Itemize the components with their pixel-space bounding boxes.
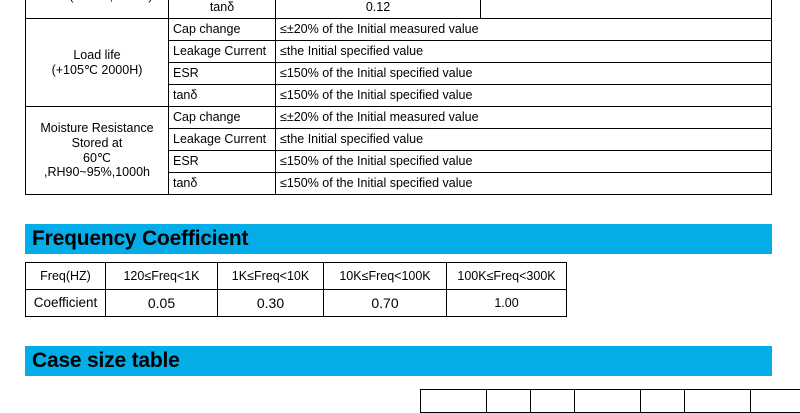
case-size-cell — [641, 390, 685, 413]
specification-table: tanδ (120Hz,+20℃) R.V 6.3~25 tanδ 0.12 L… — [25, 0, 772, 195]
frequency-coefficient-table-container: Freq(HZ) 120≤Freq<1K 1K≤Freq<10K 10K≤Fre… — [25, 262, 567, 317]
table-row: Moisture Resistance Stored at 60℃ ,RH90~… — [26, 107, 772, 129]
spec-value-leakage-current: ≤the Initial specified value — [276, 41, 772, 63]
section-title-case-size-table: Case size table — [25, 349, 180, 373]
case-size-cell — [487, 390, 531, 413]
freq-range-1: 120≤Freq<1K — [106, 263, 218, 290]
spec-item-tand: tanδ — [169, 0, 276, 19]
table-row: Coefficient 0.05 0.30 0.70 1.00 — [26, 290, 567, 317]
freq-coefficient-3: 0.70 — [324, 290, 447, 317]
spec-item-cap-change-moisture: Cap change — [169, 107, 276, 129]
section-title-frequency-coefficient: Frequency Coefficient — [25, 227, 248, 251]
spec-parameter-moisture-line1: Moisture Resistance — [30, 121, 164, 136]
spec-item-cap-change: Cap change — [169, 19, 276, 41]
freq-range-4: 100K≤Freq<300K — [447, 263, 567, 290]
freq-range-3: 10K≤Freq<100K — [324, 263, 447, 290]
table-row: Freq(HZ) 120≤Freq<1K 1K≤Freq<10K 10K≤Fre… — [26, 263, 567, 290]
spec-item-leakage-current: Leakage Current — [169, 41, 276, 63]
spec-value-tand: 0.12 — [276, 0, 481, 19]
case-size-cell — [421, 390, 487, 413]
freq-coefficient-2: 0.30 — [218, 290, 324, 317]
spec-item-esr: ESR — [169, 63, 276, 85]
spec-parameter-moisture-line4: ,RH90~95%,1000h — [30, 165, 164, 180]
case-size-table-container — [420, 389, 772, 413]
spec-value-cap-change: ≤±20% of the Initial measured value — [276, 19, 772, 41]
freq-value-label: Coefficient — [26, 290, 106, 317]
spec-parameter-load-life: Load life (+105℃ 2000H) — [26, 19, 169, 107]
spec-parameter-moisture-line3: 60℃ — [30, 151, 164, 166]
spec-parameter-load-life-line1: Load life — [30, 48, 164, 63]
spec-value-esr-moisture: ≤150% of the Initial specified value — [276, 151, 772, 173]
case-size-table — [420, 389, 800, 413]
spec-value-tand-loadlife: ≤150% of the Initial specified value — [276, 85, 772, 107]
spec-value-tand-moisture: ≤150% of the Initial specified value — [276, 173, 772, 195]
freq-range-2: 1K≤Freq<10K — [218, 263, 324, 290]
case-size-cell — [751, 390, 800, 413]
spec-value-tand-extra — [481, 0, 772, 19]
case-size-cell — [685, 390, 751, 413]
case-size-cell — [531, 390, 575, 413]
case-size-cell — [575, 390, 641, 413]
spec-item-tand-moisture: tanδ — [169, 173, 276, 195]
specification-table-container: tanδ (120Hz,+20℃) R.V 6.3~25 tanδ 0.12 L… — [25, 0, 771, 195]
spec-value-cap-change-moisture: ≤±20% of the Initial measured value — [276, 107, 772, 129]
frequency-coefficient-table: Freq(HZ) 120≤Freq<1K 1K≤Freq<10K 10K≤Fre… — [25, 262, 567, 317]
freq-coefficient-1: 0.05 — [106, 290, 218, 317]
spec-parameter-tand: tanδ (120Hz,+20℃) — [26, 0, 169, 19]
freq-header-label: Freq(HZ) — [26, 263, 106, 290]
spec-parameter-load-life-line2: (+105℃ 2000H) — [30, 63, 164, 78]
freq-coefficient-4: 1.00 — [447, 290, 567, 317]
spec-item-esr-moisture: ESR — [169, 151, 276, 173]
spec-parameter-moisture-line2: Stored at — [30, 136, 164, 151]
table-row: Load life (+105℃ 2000H) Cap change ≤±20%… — [26, 19, 772, 41]
table-row — [421, 390, 800, 413]
spec-value-esr: ≤150% of the Initial specified value — [276, 63, 772, 85]
spec-parameter-moisture-resistance: Moisture Resistance Stored at 60℃ ,RH90~… — [26, 107, 169, 195]
spec-value-leakage-current-moisture: ≤the Initial specified value — [276, 129, 772, 151]
spec-item-leakage-current-moisture: Leakage Current — [169, 129, 276, 151]
spec-item-tand-loadlife: tanδ — [169, 85, 276, 107]
section-header-case-size-table: Case size table — [25, 346, 772, 376]
section-header-frequency-coefficient: Frequency Coefficient — [25, 224, 772, 254]
